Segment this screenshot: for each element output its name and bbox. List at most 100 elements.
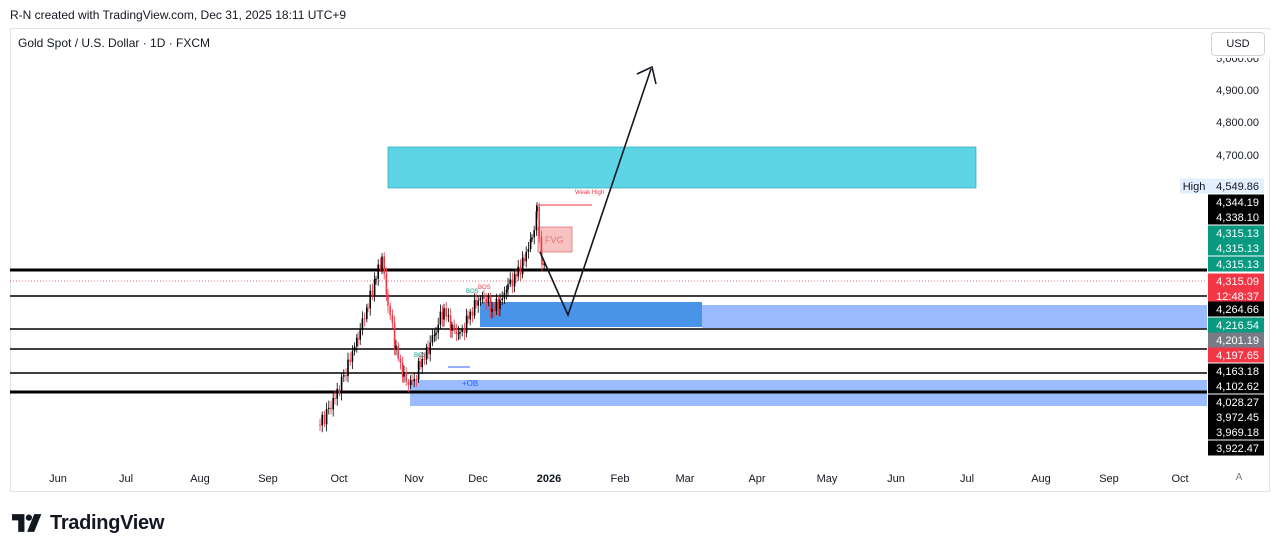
candle-47: [415, 374, 418, 387]
candle-99: [519, 259, 522, 282]
candle-2: [323, 410, 326, 428]
candle-29: [379, 257, 382, 272]
candle-104: [529, 232, 532, 253]
svg-text:4,028.27: 4,028.27: [1216, 397, 1259, 409]
candle-109: [538, 202, 540, 243]
candle-14: [349, 352, 351, 366]
svg-text:4,197.65: 4,197.65: [1216, 350, 1259, 362]
candle-72: [465, 308, 468, 338]
candle-68: [457, 325, 460, 341]
candle-98: [517, 260, 519, 281]
candle-102: [525, 246, 527, 268]
candle-11: [343, 369, 345, 383]
currency-button[interactable]: USD: [1211, 32, 1265, 56]
candle-65: [451, 321, 453, 338]
candle-97: [515, 268, 517, 283]
price-label-8: 4,216.54: [1208, 317, 1264, 333]
y-tick-label: 4,800.00: [1216, 117, 1259, 129]
chart-credit: R-N created with TradingView.com, Dec 31…: [10, 8, 347, 22]
candle-93: [507, 278, 509, 297]
candle-58: [437, 317, 439, 340]
y-tick-label: 4,900.00: [1216, 85, 1259, 97]
candle-39: [399, 354, 402, 370]
price-label-13: 4,028.27: [1208, 394, 1264, 410]
candle-37: [395, 339, 397, 356]
candle-48: [417, 357, 420, 384]
candle-53: [427, 340, 429, 359]
price-label-9: 4,201.19: [1208, 332, 1264, 348]
levels-layer: [10, 204, 1207, 394]
svg-text:12:48:37: 12:48:37: [1216, 291, 1259, 303]
price-label-11: 4,163.18: [1208, 363, 1264, 379]
candle-108: [536, 202, 538, 219]
x-tick-label: Aug: [190, 473, 210, 485]
candle-79: [479, 295, 482, 307]
candle-43: [407, 378, 410, 393]
candle-87: [495, 293, 498, 315]
candle-81: [483, 289, 485, 304]
price-label-16: 3,922.47: [1208, 440, 1264, 456]
candle-17: [356, 334, 358, 353]
tradingview-logo: TradingView: [12, 510, 164, 536]
svg-text:4,102.62: 4,102.62: [1216, 381, 1259, 393]
candle-27: [375, 275, 377, 285]
candle-85: [491, 301, 493, 319]
candle-76: [473, 293, 476, 319]
candle-9: [338, 384, 341, 397]
chart-area[interactable]: [10, 28, 1270, 492]
x-tick-label: Apr: [748, 473, 765, 485]
svg-text:4,344.19: 4,344.19: [1216, 197, 1259, 209]
candle-82: [485, 292, 487, 310]
svg-text:4,163.18: 4,163.18: [1216, 366, 1259, 378]
candle-59: [439, 304, 442, 329]
weak-high-label: Weak High: [575, 190, 604, 196]
candle-1: [321, 411, 323, 433]
fvg-box: [537, 226, 573, 253]
candle-5: [330, 400, 332, 415]
time-axis: Jun Jul Aug Sep Oct Nov Dec 2026 Feb Mar Apr May Jun…: [49, 473, 1188, 485]
candle-66: [453, 319, 455, 334]
candle-35: [391, 309, 394, 329]
candle-3: [325, 402, 328, 432]
x-tick-label: Feb: [611, 473, 630, 485]
price-label-0: 4,549.86 High: [1180, 178, 1264, 194]
candle-103: [527, 241, 530, 259]
order-block-extension: [702, 305, 1207, 328]
candle-88: [497, 296, 500, 317]
candle-22: [366, 304, 368, 323]
candle-100: [521, 251, 524, 279]
candle-25: [371, 283, 374, 301]
svg-text:4,338.10: 4,338.10: [1216, 212, 1259, 224]
price-axis: 4,900.004,800.004,700.005,000.004,549.86…: [1180, 30, 1270, 456]
price-label-1: 4,344.19: [1208, 194, 1264, 210]
candle-54: [429, 335, 431, 362]
x-tick-label: Mar: [676, 473, 695, 485]
svg-text:4,264.66: 4,264.66: [1216, 304, 1259, 316]
candle-10: [340, 372, 343, 401]
candle-42: [405, 366, 407, 386]
auto-scale-button[interactable]: A: [1235, 472, 1243, 483]
candle-49: [419, 353, 421, 370]
candle-91: [503, 286, 506, 305]
symbol-title: Gold Spot / U.S. Dollar · 1D · FXCM: [18, 36, 211, 50]
x-tick-label: Sep: [1099, 473, 1119, 485]
candle-105: [531, 234, 533, 243]
candle-80: [481, 291, 484, 304]
svg-text:4,216.54: 4,216.54: [1216, 320, 1259, 332]
svg-text:4,315.13: 4,315.13: [1216, 243, 1259, 255]
candle-20: [361, 311, 364, 336]
candle-95: [511, 272, 514, 294]
supply-zone-cyan: [387, 146, 977, 189]
x-tick-label: Jul: [119, 473, 133, 485]
candle-24: [369, 284, 371, 316]
candle-106: [533, 225, 535, 245]
candle-28: [377, 259, 379, 286]
svg-text:3,969.18: 3,969.18: [1216, 427, 1259, 439]
candle-15: [351, 345, 354, 369]
projection-path: [539, 68, 652, 318]
y-tick-label: 4,700.00: [1216, 150, 1259, 162]
candle-94: [509, 272, 511, 288]
x-tick-label: Oct: [330, 473, 347, 485]
candle-50: [421, 352, 423, 375]
